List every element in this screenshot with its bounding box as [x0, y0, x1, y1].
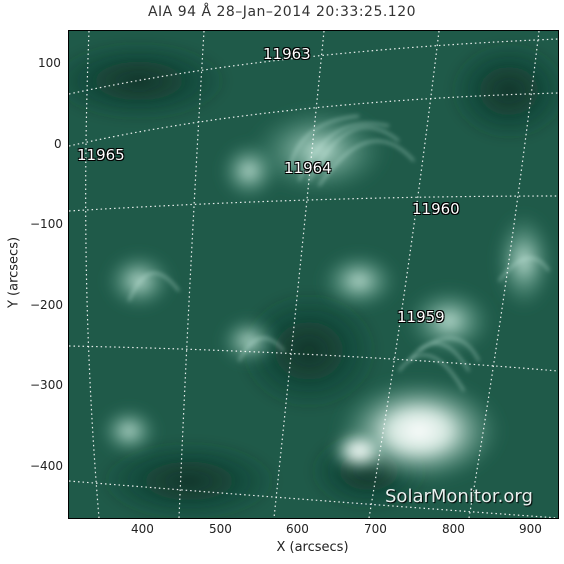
x-tick-label: 500	[209, 522, 232, 536]
bright-regions	[99, 106, 554, 486]
y-axis-label-wrap: Y (arcsecs)	[4, 30, 22, 517]
active-region-label: 11959	[397, 308, 445, 326]
y-tick-label: 0	[54, 137, 62, 151]
x-tick-label: 900	[519, 522, 542, 536]
x-tick-label: 800	[442, 522, 465, 536]
y-tick-label: 100	[38, 56, 61, 70]
coronal-loops	[128, 115, 550, 392]
active-region-label: 11965	[77, 146, 125, 164]
active-region-label: 11960	[412, 200, 460, 218]
x-tick-label: 700	[364, 522, 387, 536]
y-tick-label: −300	[30, 378, 63, 392]
solar-image-frame	[68, 30, 559, 519]
y-tick-label: −200	[30, 298, 63, 312]
y-tick-label: −400	[30, 459, 63, 473]
y-axis-label: Y (arcsecs)	[6, 236, 22, 309]
x-tick-label: 400	[131, 522, 154, 536]
heliographic-grid	[69, 31, 558, 518]
y-tick-label: −100	[30, 217, 63, 231]
x-axis-label: X (arcsecs)	[276, 540, 349, 555]
watermark-text: SolarMonitor.org	[385, 486, 533, 507]
active-region-label: 11963	[263, 45, 311, 63]
image-title: AIA 94 Å 28–Jan–2014 20:33:25.120	[147, 4, 417, 20]
solar-image	[69, 31, 558, 518]
x-tick-label: 600	[286, 522, 309, 536]
active-region-label: 11964	[284, 159, 332, 177]
